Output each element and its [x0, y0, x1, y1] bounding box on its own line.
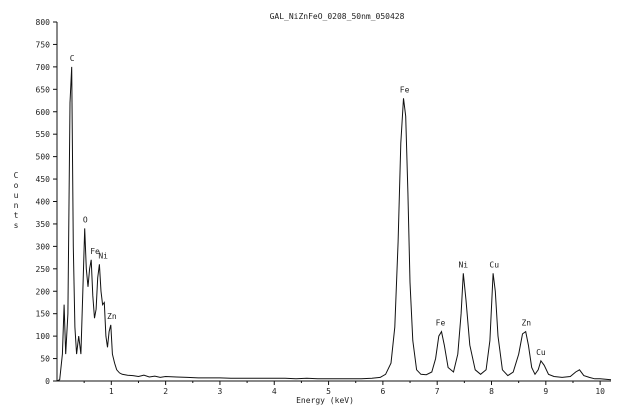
y-axis-title-char: s — [14, 221, 19, 230]
peak-label: Zn — [521, 319, 531, 328]
y-tick-label: 700 — [36, 63, 51, 72]
y-tick-label: 500 — [36, 153, 51, 162]
chart-title: GAL_NiZnFeO_0208_50nm_050428 — [270, 12, 405, 21]
y-axis-title-char: t — [14, 211, 19, 220]
y-tick-label: 450 — [36, 175, 51, 184]
y-tick-label: 50 — [40, 355, 50, 364]
peak-label: Ni — [98, 251, 108, 260]
y-tick-label: 200 — [36, 287, 51, 296]
y-tick-label: 0 — [45, 377, 50, 386]
peak-label: Zn — [107, 312, 117, 321]
x-tick-label: 2 — [163, 387, 168, 396]
y-tick-label: 400 — [36, 198, 51, 207]
y-tick-label: 300 — [36, 242, 51, 251]
spectrum-line — [56, 66, 612, 382]
peak-label: Fe — [436, 319, 446, 328]
y-tick-label: 550 — [36, 130, 51, 139]
peak-label: Fe — [90, 247, 100, 256]
peak-label: Cu — [536, 348, 546, 357]
peak-label: Fe — [400, 85, 410, 94]
x-tick-label: 7 — [435, 387, 440, 396]
x-axis-ticks: 1 2 3 4 5 6 7 8 9 10 — [83, 381, 605, 396]
x-tick-label: 10 — [595, 387, 605, 396]
x-tick-label: 8 — [489, 387, 494, 396]
x-tick-label: 1 — [109, 387, 114, 396]
y-axis-ticks: 0 50 100 150 200 250 300 350 400 450 500 550 600 650 7… — [36, 18, 57, 386]
y-tick-label: 750 — [36, 40, 51, 49]
peak-label: Ni — [458, 260, 468, 269]
peak-label: C — [70, 54, 75, 63]
y-tick-label: 250 — [36, 265, 51, 274]
y-tick-label: 350 — [36, 220, 51, 229]
y-axis-title-char: C — [14, 171, 19, 180]
x-tick-label: 5 — [326, 387, 331, 396]
y-tick-label: 100 — [36, 332, 51, 341]
y-axis-title-char: o — [14, 181, 19, 190]
x-tick-label: 6 — [380, 387, 385, 396]
x-tick-label: 4 — [272, 387, 277, 396]
peak-label: O — [83, 215, 88, 224]
y-axis-title-char: n — [14, 201, 19, 210]
x-tick-label: 9 — [543, 387, 548, 396]
y-tick-label: 150 — [36, 310, 51, 319]
x-tick-label: 3 — [218, 387, 223, 396]
peak-label: Cu — [489, 260, 499, 269]
x-axis-title: Energy (keV) — [296, 396, 354, 405]
y-tick-label: 650 — [36, 85, 51, 94]
y-tick-label: 800 — [36, 18, 51, 27]
y-axis-title-char: u — [14, 191, 19, 200]
y-tick-label: 600 — [36, 108, 51, 117]
